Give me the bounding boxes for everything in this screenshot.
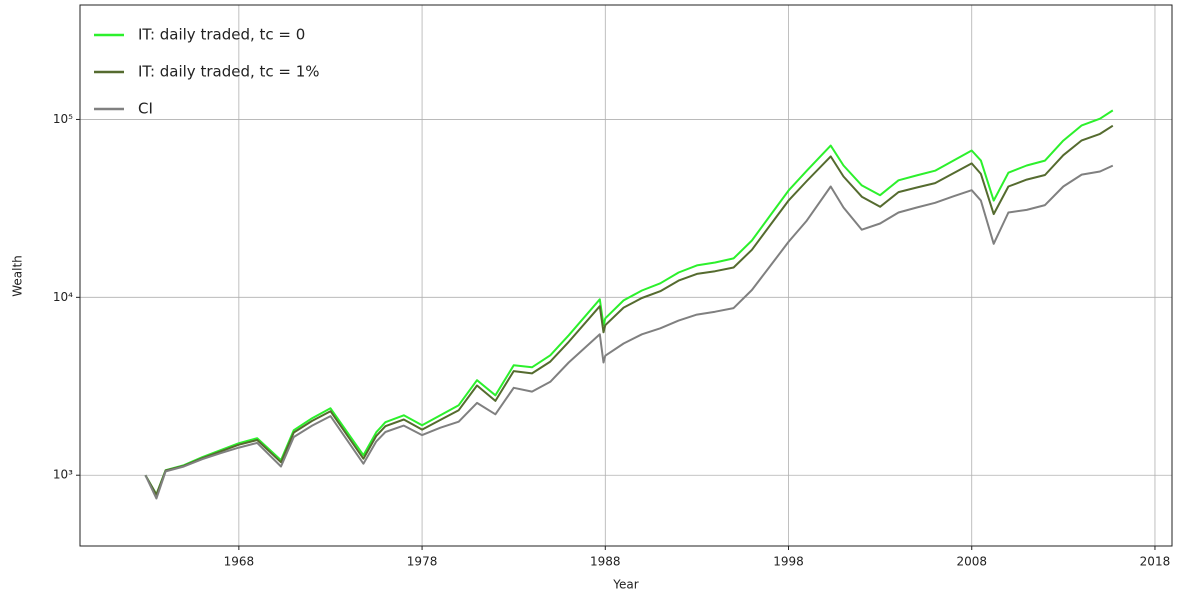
y-tick-label: 10⁴ xyxy=(53,290,73,304)
x-tick-label: 2008 xyxy=(956,555,987,569)
legend-label: CI xyxy=(138,100,153,118)
legend-label: IT: daily traded, tc = 0 xyxy=(138,26,305,44)
series-line xyxy=(144,164,1114,500)
legend-label: IT: daily traded, tc = 1% xyxy=(138,63,320,81)
x-tick-label: 1978 xyxy=(407,555,438,569)
x-tick-label: 1998 xyxy=(773,555,804,569)
y-axis-label: Wealth xyxy=(11,255,25,297)
y-tick-label: 10⁵ xyxy=(53,112,73,126)
y-tick-label: 10³ xyxy=(53,468,73,482)
series-line xyxy=(144,124,1114,496)
x-axis-label: Year xyxy=(612,578,638,592)
x-tick-label: 2018 xyxy=(1140,555,1171,569)
x-tick-label: 1988 xyxy=(590,555,621,569)
series-line xyxy=(144,109,1114,496)
legend: IT: daily traded, tc = 0 IT: daily traded… xyxy=(94,26,320,118)
x-tick-label: 1968 xyxy=(224,555,255,569)
plot-frame xyxy=(79,4,1173,547)
